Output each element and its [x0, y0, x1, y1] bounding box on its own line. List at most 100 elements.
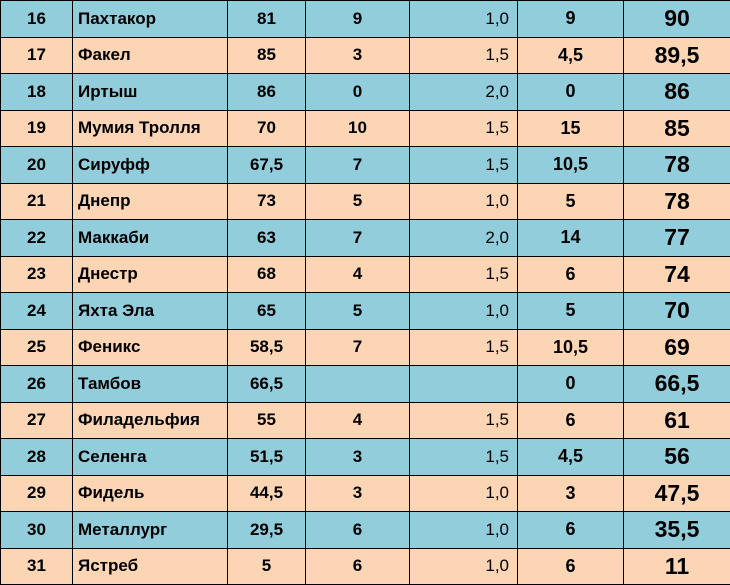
base-score-cell: 81 [227, 0, 306, 38]
table-row: 21 Днепр 73 5 1,0 5 78 [0, 182, 730, 220]
bonus-points-cell: 6 [517, 547, 624, 585]
coefficient-cell: 1,0 [409, 182, 518, 220]
table-row: 18 Иртыш 86 0 2,0 0 86 [0, 73, 730, 111]
bonus-count-cell: 7 [305, 146, 410, 184]
coefficient-cell [409, 365, 518, 403]
total-score-cell: 89,5 [623, 36, 730, 74]
total-score-cell: 77 [623, 219, 730, 257]
table-row: 28 Селенга 51,5 3 1,5 4,5 56 [0, 438, 730, 476]
bonus-points-cell: 5 [517, 292, 624, 330]
coefficient-cell: 2,0 [409, 73, 518, 111]
table-row: 26 Тамбов 66,5 0 66,5 [0, 365, 730, 403]
bonus-count-cell: 7 [305, 219, 410, 257]
rank-cell: 29 [0, 474, 73, 512]
rank-cell: 21 [0, 182, 73, 220]
base-score-cell: 85 [227, 36, 306, 74]
base-score-cell: 70 [227, 109, 306, 147]
table-row: 20 Сируфф 67,5 7 1,5 10,5 78 [0, 146, 730, 184]
total-score-cell: 56 [623, 438, 730, 476]
table-row: 25 Феникс 58,5 7 1,5 10,5 69 [0, 328, 730, 366]
total-score-cell: 74 [623, 255, 730, 293]
bonus-points-cell: 9 [517, 0, 624, 38]
base-score-cell: 65 [227, 292, 306, 330]
team-name-cell: Фидель [72, 474, 228, 512]
base-score-cell: 29,5 [227, 511, 306, 549]
total-score-cell: 35,5 [623, 511, 730, 549]
base-score-cell: 58,5 [227, 328, 306, 366]
rank-cell: 23 [0, 255, 73, 293]
bonus-points-cell: 10,5 [517, 146, 624, 184]
bonus-count-cell: 0 [305, 73, 410, 111]
rank-cell: 22 [0, 219, 73, 257]
bonus-count-cell [305, 365, 410, 403]
table-row: 29 Фидель 44,5 3 1,0 3 47,5 [0, 474, 730, 512]
rank-cell: 18 [0, 73, 73, 111]
coefficient-cell: 1,0 [409, 474, 518, 512]
bonus-points-cell: 4,5 [517, 36, 624, 74]
bonus-count-cell: 3 [305, 474, 410, 512]
bonus-count-cell: 5 [305, 182, 410, 220]
total-score-cell: 66,5 [623, 365, 730, 403]
coefficient-cell: 1,5 [409, 438, 518, 476]
bonus-points-cell: 0 [517, 365, 624, 403]
team-name-cell: Факел [72, 36, 228, 74]
base-score-cell: 44,5 [227, 474, 306, 512]
coefficient-cell: 1,5 [409, 36, 518, 74]
team-name-cell: Селенга [72, 438, 228, 476]
base-score-cell: 86 [227, 73, 306, 111]
coefficient-cell: 1,0 [409, 547, 518, 585]
bonus-points-cell: 6 [517, 255, 624, 293]
total-score-cell: 78 [623, 182, 730, 220]
base-score-cell: 63 [227, 219, 306, 257]
bonus-points-cell: 6 [517, 511, 624, 549]
rank-cell: 20 [0, 146, 73, 184]
team-name-cell: Иртыш [72, 73, 228, 111]
base-score-cell: 68 [227, 255, 306, 293]
rank-cell: 25 [0, 328, 73, 366]
total-score-cell: 61 [623, 401, 730, 439]
bonus-points-cell: 10,5 [517, 328, 624, 366]
team-name-cell: Филадельфия [72, 401, 228, 439]
base-score-cell: 66,5 [227, 365, 306, 403]
bonus-count-cell: 6 [305, 547, 410, 585]
table-row: 17 Факел 85 3 1,5 4,5 89,5 [0, 36, 730, 74]
total-score-cell: 86 [623, 73, 730, 111]
base-score-cell: 51,5 [227, 438, 306, 476]
bonus-points-cell: 0 [517, 73, 624, 111]
rank-cell: 19 [0, 109, 73, 147]
bonus-count-cell: 5 [305, 292, 410, 330]
rank-cell: 26 [0, 365, 73, 403]
table-row: 22 Маккаби 63 7 2,0 14 77 [0, 219, 730, 257]
table-row: 27 Филадельфия 55 4 1,5 6 61 [0, 401, 730, 439]
coefficient-cell: 1,5 [409, 109, 518, 147]
bonus-points-cell: 6 [517, 401, 624, 439]
table-row: 31 Ястреб 5 6 1,0 6 11 [0, 547, 730, 585]
bonus-points-cell: 4,5 [517, 438, 624, 476]
team-name-cell: Пахтакор [72, 0, 228, 38]
bonus-count-cell: 9 [305, 0, 410, 38]
base-score-cell: 5 [227, 547, 306, 585]
base-score-cell: 73 [227, 182, 306, 220]
bonus-count-cell: 4 [305, 255, 410, 293]
total-score-cell: 85 [623, 109, 730, 147]
coefficient-cell: 1,0 [409, 0, 518, 38]
rank-cell: 28 [0, 438, 73, 476]
coefficient-cell: 1,5 [409, 146, 518, 184]
bonus-count-cell: 10 [305, 109, 410, 147]
coefficient-cell: 1,0 [409, 292, 518, 330]
rank-cell: 31 [0, 547, 73, 585]
table-row: 23 Днестр 68 4 1,5 6 74 [0, 255, 730, 293]
team-name-cell: Днестр [72, 255, 228, 293]
team-name-cell: Мумия Тролля [72, 109, 228, 147]
table-row: 19 Мумия Тролля 70 10 1,5 15 85 [0, 109, 730, 147]
team-name-cell: Маккаби [72, 219, 228, 257]
total-score-cell: 47,5 [623, 474, 730, 512]
rank-cell: 27 [0, 401, 73, 439]
team-name-cell: Тамбов [72, 365, 228, 403]
bonus-count-cell: 3 [305, 438, 410, 476]
coefficient-cell: 1,5 [409, 328, 518, 366]
table-row: 24 Яхта Эла 65 5 1,0 5 70 [0, 292, 730, 330]
bonus-points-cell: 14 [517, 219, 624, 257]
